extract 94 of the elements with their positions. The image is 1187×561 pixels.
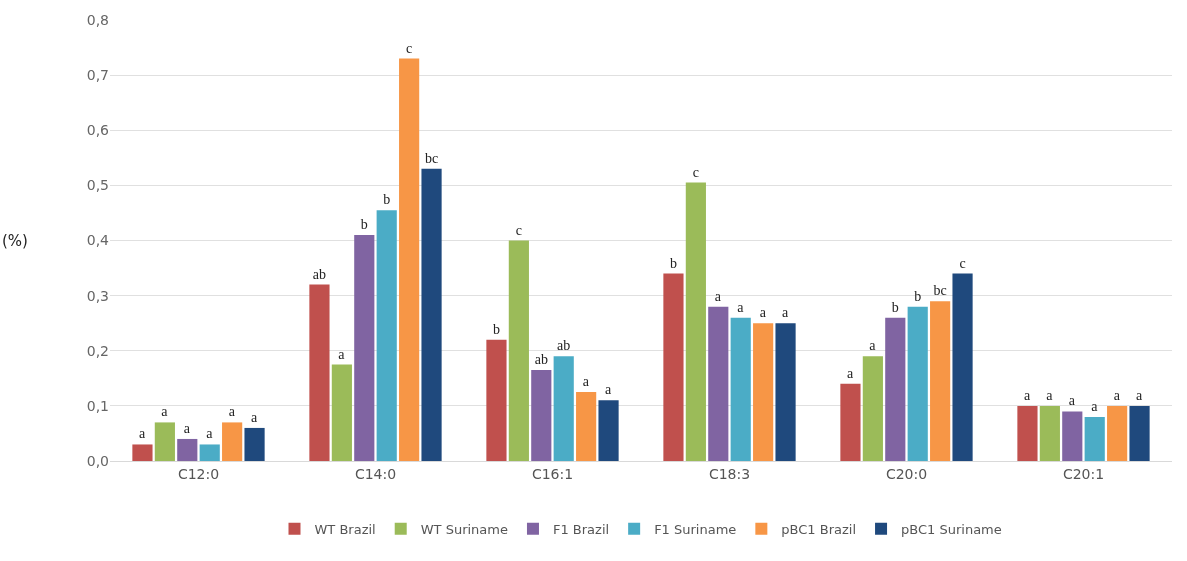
bar bbox=[1084, 416, 1105, 461]
data-label: c bbox=[692, 164, 699, 180]
data-label: a bbox=[714, 288, 722, 304]
data-label: a bbox=[1113, 387, 1121, 403]
bar bbox=[862, 356, 883, 461]
bar bbox=[531, 370, 552, 461]
bar bbox=[486, 339, 507, 461]
legend-label: WT Brazil bbox=[314, 521, 376, 537]
bar bbox=[1039, 405, 1060, 461]
data-label: c bbox=[515, 222, 522, 238]
data-label: a bbox=[1023, 387, 1031, 403]
data-label: ab bbox=[534, 352, 548, 368]
bar bbox=[154, 422, 175, 461]
x-tick-label: C18:3 bbox=[708, 465, 751, 482]
bar bbox=[1062, 411, 1083, 461]
bar bbox=[244, 427, 265, 461]
bar bbox=[775, 323, 796, 461]
x-tick-label: C20:0 bbox=[885, 465, 928, 482]
bar bbox=[177, 438, 198, 461]
y-axis-title: (%) bbox=[2, 232, 28, 250]
y-tick-label: 0,6 bbox=[86, 122, 110, 139]
bar bbox=[132, 444, 153, 461]
data-label: b bbox=[492, 321, 500, 337]
data-label: a bbox=[759, 305, 767, 321]
bar bbox=[840, 383, 861, 461]
bar bbox=[553, 356, 574, 461]
bar bbox=[331, 364, 352, 461]
bar bbox=[199, 444, 220, 461]
data-label: a bbox=[161, 404, 169, 420]
data-label: b bbox=[914, 288, 922, 304]
data-label: bc bbox=[933, 283, 947, 299]
data-label: a bbox=[582, 374, 590, 390]
data-label: a bbox=[1046, 387, 1054, 403]
data-label: b bbox=[360, 216, 368, 232]
y-tick-label: 0,4 bbox=[86, 232, 110, 249]
data-label: c bbox=[959, 255, 966, 271]
legend-label: F1 Brazil bbox=[552, 521, 610, 537]
legend-label: pBC1 Suriname bbox=[901, 521, 1002, 537]
bar bbox=[309, 284, 330, 461]
bar bbox=[421, 168, 442, 461]
data-label: a bbox=[869, 338, 877, 354]
data-label: b bbox=[669, 255, 677, 271]
data-label: a bbox=[782, 305, 790, 321]
data-label: a bbox=[183, 420, 191, 436]
bar bbox=[399, 58, 420, 461]
data-label: a bbox=[1136, 387, 1144, 403]
data-label: a bbox=[1091, 398, 1099, 414]
y-tick-label: 0,7 bbox=[86, 67, 109, 84]
y-tick-label: 0,8 bbox=[86, 11, 109, 28]
bar bbox=[598, 400, 619, 461]
x-tick-label: C12:0 bbox=[177, 465, 220, 482]
bar bbox=[930, 301, 951, 461]
x-tick-label: C16:1 bbox=[531, 465, 574, 482]
data-label: a bbox=[206, 426, 214, 442]
data-label: a bbox=[228, 404, 236, 420]
bar bbox=[576, 392, 597, 461]
legend-label: pBC1 Brazil bbox=[781, 521, 857, 537]
data-label: b bbox=[383, 192, 391, 208]
data-label: a bbox=[338, 346, 346, 362]
bar bbox=[753, 323, 774, 461]
data-label: a bbox=[605, 382, 613, 398]
x-tick-label: C14:0 bbox=[354, 465, 397, 482]
y-tick-label: 0,2 bbox=[86, 342, 109, 359]
data-label: ab bbox=[312, 266, 327, 282]
data-label: c bbox=[406, 40, 413, 56]
bar bbox=[376, 210, 397, 461]
bar bbox=[685, 182, 706, 461]
data-label: b bbox=[891, 299, 899, 315]
legend-label: WT Suriname bbox=[420, 521, 508, 537]
bar bbox=[885, 317, 906, 461]
data-label: bc bbox=[424, 150, 439, 166]
data-label: a bbox=[846, 365, 854, 381]
bar bbox=[907, 306, 928, 461]
data-label: a bbox=[251, 409, 259, 425]
legend-label: F1 Suriname bbox=[654, 521, 737, 537]
bar bbox=[663, 273, 684, 461]
bar bbox=[952, 273, 973, 461]
data-label: a bbox=[737, 299, 745, 315]
y-tick-label: 0,3 bbox=[86, 287, 109, 304]
y-tick-label: 0,0 bbox=[86, 452, 109, 469]
bar bbox=[1017, 405, 1038, 461]
bar bbox=[1107, 405, 1128, 461]
y-tick-label: 0,5 bbox=[86, 177, 109, 194]
y-tick-label: 0,1 bbox=[86, 397, 109, 414]
data-label: a bbox=[138, 426, 146, 442]
data-label: a bbox=[1068, 393, 1076, 409]
bar bbox=[730, 317, 751, 461]
data-label: ab bbox=[557, 338, 571, 354]
bar bbox=[708, 306, 729, 461]
bar bbox=[508, 240, 529, 461]
x-tick-label: C20:1 bbox=[1062, 465, 1105, 482]
bar bbox=[1129, 405, 1150, 461]
bar bbox=[354, 234, 375, 461]
bar bbox=[222, 422, 243, 461]
